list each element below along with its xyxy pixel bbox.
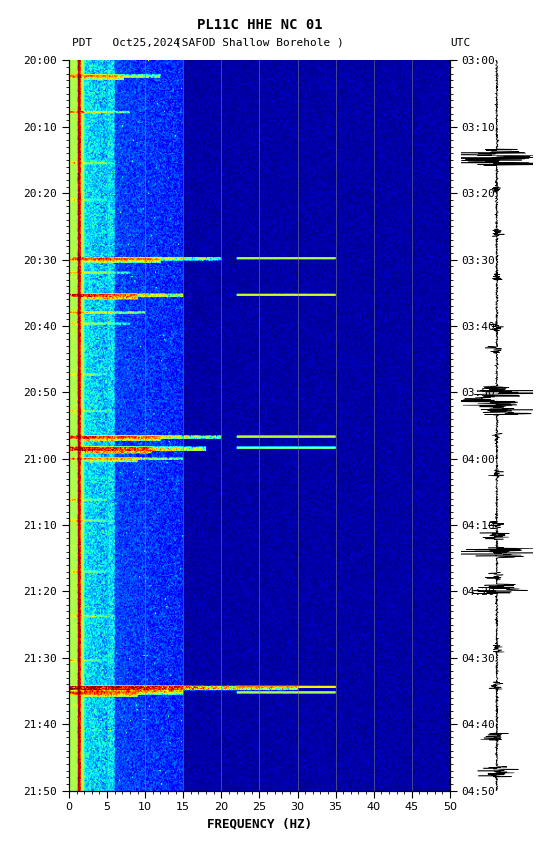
X-axis label: FREQUENCY (HZ): FREQUENCY (HZ) bbox=[207, 818, 312, 831]
Text: UTC: UTC bbox=[450, 37, 470, 48]
Text: PDT   Oct25,2024: PDT Oct25,2024 bbox=[72, 37, 180, 48]
Text: (SAFOD Shallow Borehole ): (SAFOD Shallow Borehole ) bbox=[175, 37, 344, 48]
Text: PL11C HHE NC 01: PL11C HHE NC 01 bbox=[197, 18, 322, 32]
